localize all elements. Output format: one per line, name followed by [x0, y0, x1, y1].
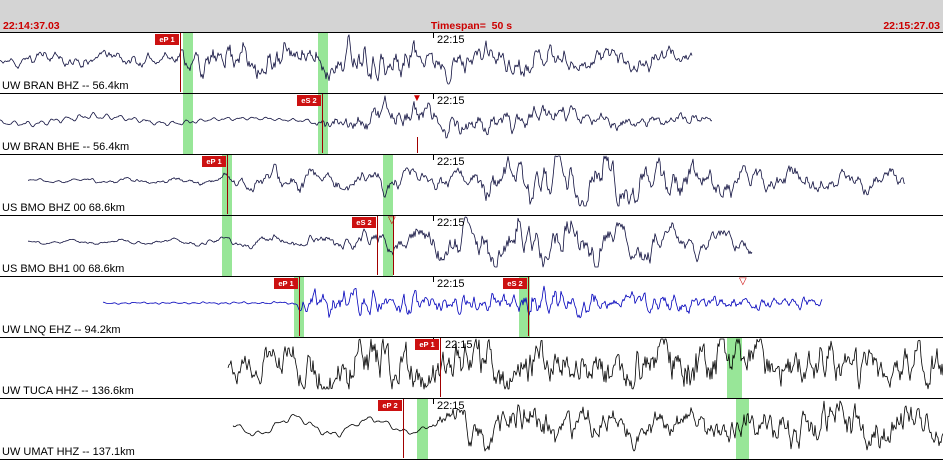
minute-label: 22:15 — [437, 95, 465, 107]
phase-pick-line[interactable] — [403, 399, 404, 458]
pick-window-highlight — [736, 399, 749, 459]
minute-tick — [433, 33, 434, 38]
phase-pick-flag[interactable]: eS 2 — [352, 217, 376, 228]
phase-pick-flag[interactable]: eP 1 — [274, 278, 298, 289]
marker-line — [393, 216, 394, 275]
channel-label: UW UMAT HHZ -- 137.1km — [2, 446, 135, 458]
time-bar: 22:14:37.03 Timespan= 50 s 22:15:27.03 — [0, 20, 943, 32]
phase-pick-line[interactable] — [299, 277, 300, 336]
pick-window-highlight — [383, 216, 393, 276]
minute-tick — [433, 155, 434, 160]
timespan-label: Timespan= 50 s — [430, 20, 513, 32]
phase-pick-line[interactable] — [322, 94, 323, 153]
minute-label: 22:15 — [445, 339, 473, 351]
waveform — [102, 285, 823, 319]
trace-row[interactable]: UW UMAT HHZ -- 137.1km 22:15 eP 2 — [0, 399, 943, 460]
waveform — [232, 400, 943, 452]
pick-window-highlight — [519, 277, 530, 337]
phase-pick-flag[interactable]: eP 1 — [155, 34, 179, 45]
pick-window-highlight — [318, 33, 328, 93]
minute-label: 22:15 — [437, 156, 465, 168]
phase-pick-flag[interactable]: eP 1 — [415, 339, 439, 350]
trace-row[interactable]: UW BRAN BHZ -- 56.4km 22:15 eP 1 — [0, 33, 943, 94]
marker-triangle-filled[interactable]: ▼ — [412, 94, 422, 104]
waveform — [0, 34, 693, 85]
waveform — [28, 216, 753, 268]
minute-tick — [433, 94, 434, 99]
marker-triangle-open[interactable]: ▽ — [739, 277, 747, 287]
channel-label: UW BRAN BHE -- 56.4km — [2, 141, 130, 153]
trace-row[interactable]: US BMO BHZ 00 68.6km 22:15 eP 1 — [0, 155, 943, 216]
pick-window-highlight — [183, 94, 193, 154]
trace-row[interactable]: UW LNQ EHZ -- 94.2km 22:15 eP 1 eS 2 ▽ — [0, 277, 943, 338]
marker-line — [417, 137, 418, 153]
trace-rows: UW BRAN BHZ -- 56.4km 22:15 eP 1 UW BRAN … — [0, 32, 943, 460]
phase-pick-line[interactable] — [377, 216, 378, 275]
waveform — [27, 155, 906, 207]
channel-label: UW BRAN BHZ -- 56.4km — [2, 80, 129, 92]
marker-triangle-open[interactable]: ▽ — [388, 216, 396, 226]
phase-pick-line[interactable] — [227, 155, 228, 214]
minute-label: 22:15 — [437, 278, 465, 290]
waveform — [227, 338, 943, 390]
event-header: 61201882 UW 2016-10-03 22:14:37.80 45.46… — [0, 0, 943, 20]
trace-row[interactable]: UW TUCA HHZ -- 136.6km 22:15 eP 1 — [0, 338, 943, 399]
phase-pick-line[interactable] — [528, 277, 529, 336]
minute-tick — [433, 277, 434, 282]
waveform — [0, 95, 713, 139]
channel-label: UW LNQ EHZ -- 94.2km — [2, 324, 121, 336]
trace-end-time: 22:15:27.03 — [883, 20, 940, 32]
minute-tick — [433, 216, 434, 221]
phase-pick-line[interactable] — [440, 338, 441, 397]
phase-pick-line[interactable] — [180, 33, 181, 92]
minute-label: 22:15 — [437, 400, 465, 412]
minute-label: 22:15 — [437, 34, 465, 46]
pick-window-highlight — [727, 338, 742, 398]
pick-window-highlight — [183, 33, 193, 93]
trace-row[interactable]: UW BRAN BHE -- 56.4km 22:15 eS 2 ▼ — [0, 94, 943, 155]
trace-row[interactable]: US BMO BH1 00 68.6km 22:15 eS 2 ▽ — [0, 216, 943, 277]
phase-pick-flag[interactable]: eP 2 — [378, 400, 402, 411]
phase-pick-flag[interactable]: eS 2 — [297, 95, 321, 106]
channel-label: US BMO BHZ 00 68.6km — [2, 202, 125, 214]
trace-start-time: 22:14:37.03 — [3, 20, 60, 32]
minute-label: 22:15 — [437, 217, 465, 229]
pick-window-highlight — [417, 399, 428, 459]
phase-pick-flag[interactable]: eP 1 — [202, 156, 226, 167]
channel-label: US BMO BH1 00 68.6km — [2, 263, 125, 275]
phase-pick-flag[interactable]: eS 2 — [503, 278, 527, 289]
channel-label: UW TUCA HHZ -- 136.6km — [2, 385, 134, 397]
pick-window-highlight — [318, 94, 328, 154]
minute-tick — [433, 399, 434, 404]
pick-window-highlight — [222, 216, 232, 276]
